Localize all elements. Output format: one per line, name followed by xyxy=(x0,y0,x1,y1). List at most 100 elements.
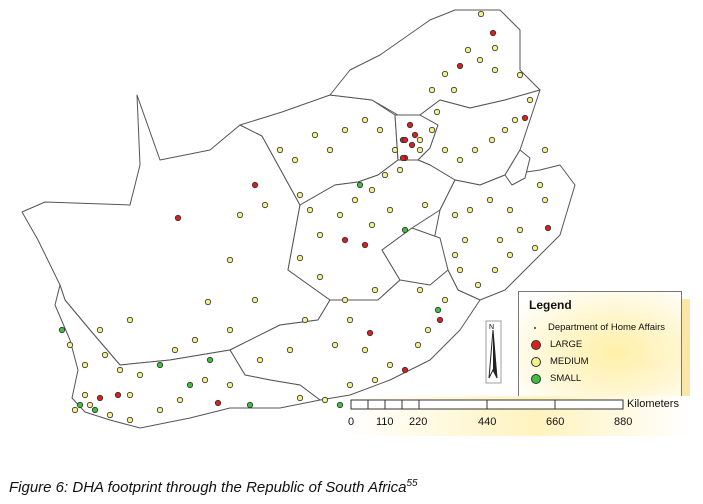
office-marker xyxy=(356,181,364,189)
office-marker xyxy=(86,401,94,409)
office-marker xyxy=(441,146,449,154)
office-marker xyxy=(171,346,179,354)
office-marker xyxy=(126,316,134,324)
office-marker xyxy=(511,116,519,124)
legend-item-medium: MEDIUM xyxy=(531,356,589,367)
lesotho xyxy=(381,227,449,286)
legend-label: LARGE xyxy=(550,339,583,350)
office-marker xyxy=(176,396,184,404)
office-marker xyxy=(506,206,514,214)
office-marker xyxy=(106,411,114,419)
office-marker xyxy=(256,356,264,364)
office-marker xyxy=(381,171,389,179)
office-marker xyxy=(346,381,354,389)
figure-caption: Figure 6: DHA footprint through the Repu… xyxy=(9,478,418,496)
caption-text: Figure 6: DHA footprint through the Repu… xyxy=(9,479,407,496)
office-marker xyxy=(416,136,424,144)
office-marker xyxy=(368,221,376,229)
office-marker xyxy=(341,126,349,134)
office-marker xyxy=(126,416,134,424)
office-marker xyxy=(477,10,485,18)
small-symbol-icon xyxy=(531,373,541,384)
office-marker xyxy=(433,108,441,116)
office-marker xyxy=(174,214,182,222)
scale-bar: Kilometers 0 110 220 440 660 880 xyxy=(348,396,693,436)
office-marker xyxy=(331,341,339,349)
office-marker xyxy=(66,341,74,349)
office-marker xyxy=(186,381,194,389)
office-marker xyxy=(156,406,164,414)
office-markers xyxy=(58,10,552,424)
office-marker xyxy=(386,206,394,214)
office-marker xyxy=(441,70,449,78)
office-marker xyxy=(326,146,334,154)
scale-tick: 220 xyxy=(409,416,428,428)
office-marker xyxy=(401,366,409,374)
south-africa-map xyxy=(21,9,576,429)
office-marker xyxy=(416,286,424,294)
office-marker xyxy=(488,136,496,144)
office-marker xyxy=(451,211,459,219)
office-marker xyxy=(204,298,212,306)
office-marker xyxy=(371,286,379,294)
legend-label: MEDIUM xyxy=(550,356,589,367)
legend-item-large: LARGE xyxy=(531,339,582,350)
province-kwazulu-natal xyxy=(431,164,576,301)
office-marker xyxy=(421,201,429,209)
office-marker xyxy=(96,394,104,402)
office-marker xyxy=(361,116,369,124)
scale-tick: 110 xyxy=(376,416,394,428)
office-marker xyxy=(516,71,524,79)
office-marker xyxy=(544,224,552,232)
office-marker xyxy=(456,62,464,70)
office-marker xyxy=(441,296,449,304)
legend-item-small: SMALL xyxy=(531,373,581,384)
office-marker xyxy=(346,316,354,324)
office-marker xyxy=(428,126,436,134)
office-marker xyxy=(368,186,376,194)
office-marker xyxy=(336,211,344,219)
office-marker xyxy=(276,146,284,154)
office-marker xyxy=(491,44,499,52)
office-marker xyxy=(414,341,422,349)
office-marker xyxy=(366,329,374,337)
office-marker xyxy=(491,66,499,74)
office-marker xyxy=(301,316,309,324)
office-marker xyxy=(386,361,394,369)
office-marker xyxy=(391,146,399,154)
office-marker xyxy=(456,156,464,164)
office-marker xyxy=(201,376,209,384)
legend-label: SMALL xyxy=(550,373,582,384)
office-marker xyxy=(246,401,254,409)
office-marker xyxy=(521,114,529,122)
medium-symbol-icon xyxy=(531,356,541,367)
office-marker xyxy=(206,356,214,364)
office-marker xyxy=(316,231,324,239)
office-marker xyxy=(396,166,404,174)
office-marker xyxy=(474,281,482,289)
office-marker xyxy=(486,196,494,204)
office-marker xyxy=(361,241,369,249)
office-marker xyxy=(371,376,379,384)
office-marker xyxy=(541,196,549,204)
office-marker xyxy=(71,406,79,414)
office-marker xyxy=(341,296,349,304)
office-marker xyxy=(156,361,164,369)
office-marker xyxy=(91,406,99,414)
office-marker xyxy=(536,181,544,189)
legend-title: Legend xyxy=(529,298,572,312)
office-marker xyxy=(114,391,122,399)
north-arrow-icon: N xyxy=(485,320,502,384)
office-marker xyxy=(496,236,504,244)
office-marker xyxy=(451,251,459,259)
office-marker xyxy=(311,131,319,139)
office-marker xyxy=(501,126,509,134)
office-marker xyxy=(361,346,369,354)
office-marker xyxy=(526,96,534,104)
caption-footnote: 55 xyxy=(406,478,418,489)
office-marker xyxy=(286,346,294,354)
office-marker xyxy=(401,136,409,144)
office-marker xyxy=(251,296,259,304)
office-marker xyxy=(76,401,84,409)
office-marker xyxy=(291,156,299,164)
